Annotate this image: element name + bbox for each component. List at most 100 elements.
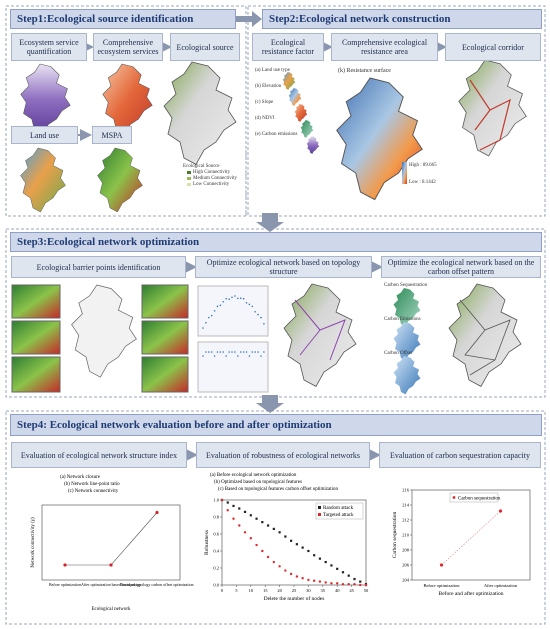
decor-dot xyxy=(205,321,207,324)
step-header: Step2:Ecological network construction xyxy=(262,9,542,29)
decor-dot xyxy=(257,351,259,353)
decor-dot xyxy=(222,351,225,353)
decor-dot xyxy=(208,316,210,319)
map-title: (k) Resistance surface xyxy=(338,68,391,74)
data-point xyxy=(336,582,339,585)
decor-dot xyxy=(225,355,227,357)
x-tick-label: 50 xyxy=(364,588,369,593)
plot-frame xyxy=(411,489,531,581)
y-tick-label: 206 xyxy=(402,563,410,568)
data-point xyxy=(341,571,345,574)
y-axis-label: Robustness xyxy=(204,530,210,555)
zoom-panel xyxy=(141,320,189,355)
step-box: Ecological resistance factor xyxy=(252,33,324,61)
map-label: Carbon Sequestration xyxy=(384,283,428,288)
data-point xyxy=(220,498,224,502)
map-carbon-network xyxy=(448,283,522,387)
data-point xyxy=(243,531,247,534)
x-axis-label: Delete the number of nodes xyxy=(264,595,325,602)
map-carbon xyxy=(393,356,421,395)
data-point xyxy=(313,554,316,557)
data-point xyxy=(272,527,275,530)
data-point xyxy=(63,563,67,567)
data-point xyxy=(249,537,252,540)
data-point xyxy=(266,555,270,559)
step-box: Optimize ecological network based on top… xyxy=(195,256,372,278)
step-box: Ecological barrier points identification xyxy=(11,256,186,278)
data-point xyxy=(290,539,293,542)
zoom-panel xyxy=(11,284,61,319)
decor-dot xyxy=(210,314,213,317)
step-box: MSPA xyxy=(92,126,132,144)
zoom-panel xyxy=(141,284,189,319)
data-point xyxy=(307,578,310,582)
data-point xyxy=(278,565,281,568)
panel-step1 xyxy=(5,5,247,217)
map-ecological-source xyxy=(163,61,237,165)
data-point xyxy=(318,557,322,560)
step-arrow xyxy=(256,213,284,232)
data-point xyxy=(347,582,350,586)
panel-step2 xyxy=(247,5,546,217)
data-point xyxy=(498,509,503,513)
decor-dot xyxy=(228,351,230,353)
decor-dot xyxy=(202,355,204,357)
data-point xyxy=(238,524,241,527)
data-point xyxy=(261,521,264,524)
decor-dot xyxy=(248,355,251,357)
map-comprehensive-service xyxy=(102,63,153,135)
legend-item: High Connectivity xyxy=(193,170,231,175)
decor-dot xyxy=(234,295,236,297)
legend-item: Low Connectivity xyxy=(193,182,230,187)
x-tick-label: Before optimization xyxy=(49,582,81,587)
data-point xyxy=(289,572,293,576)
data-point xyxy=(255,517,258,520)
map-topology-network xyxy=(283,283,357,387)
data-point xyxy=(330,582,333,585)
panel-label: (c) Network connectivity xyxy=(68,489,119,494)
y-tick-label: 0.8 xyxy=(213,515,219,520)
data-point xyxy=(341,582,345,586)
map-ecological-corridor xyxy=(458,59,527,157)
x-tick-label: 20 xyxy=(277,588,282,593)
x-axis-label: Ecological network xyxy=(91,607,131,612)
factor-label: (d) NDVI xyxy=(255,116,275,121)
decor-dot xyxy=(260,316,262,319)
data-point xyxy=(359,583,362,587)
data-point xyxy=(353,577,356,581)
series-line xyxy=(65,512,158,566)
legend-swatch xyxy=(187,177,191,180)
decor-dot xyxy=(239,297,242,300)
decor-dot xyxy=(234,351,236,353)
panel-label: (a) Network closure xyxy=(60,475,101,480)
decor-dot xyxy=(254,351,256,353)
y-tick-label: 216 xyxy=(402,488,410,493)
step-header: Step1:Ecological source identification xyxy=(10,9,236,29)
factor-map xyxy=(282,72,296,90)
y-tick-label: 0.2 xyxy=(213,566,219,571)
data-point xyxy=(439,563,444,567)
data-point xyxy=(295,575,299,578)
decor-dot xyxy=(219,304,222,307)
data-point xyxy=(226,501,229,504)
decor-dot xyxy=(251,351,254,353)
decor-dot xyxy=(216,351,219,353)
data-point xyxy=(266,524,270,527)
factor-label: (a) Land use type xyxy=(255,68,290,73)
data-point xyxy=(284,569,287,572)
factor-map xyxy=(288,88,302,106)
legend-label: Targeted attack xyxy=(323,513,354,518)
factor-label: (c) Slope xyxy=(255,100,274,105)
x-tick-label: 0 xyxy=(221,588,224,593)
x-tick-label: 5 xyxy=(235,588,238,593)
resistance-colorbar xyxy=(402,162,407,184)
step-box: Land use xyxy=(11,126,78,144)
x-tick-label: After optimization xyxy=(484,583,518,588)
legend-title: Ecological Source xyxy=(183,164,220,169)
step-arrow xyxy=(256,395,284,413)
y-axis-label: Network connectivity (γ) xyxy=(31,517,36,568)
decor-dot xyxy=(222,300,225,303)
corridor-lines xyxy=(469,79,511,151)
data-point xyxy=(330,564,333,567)
